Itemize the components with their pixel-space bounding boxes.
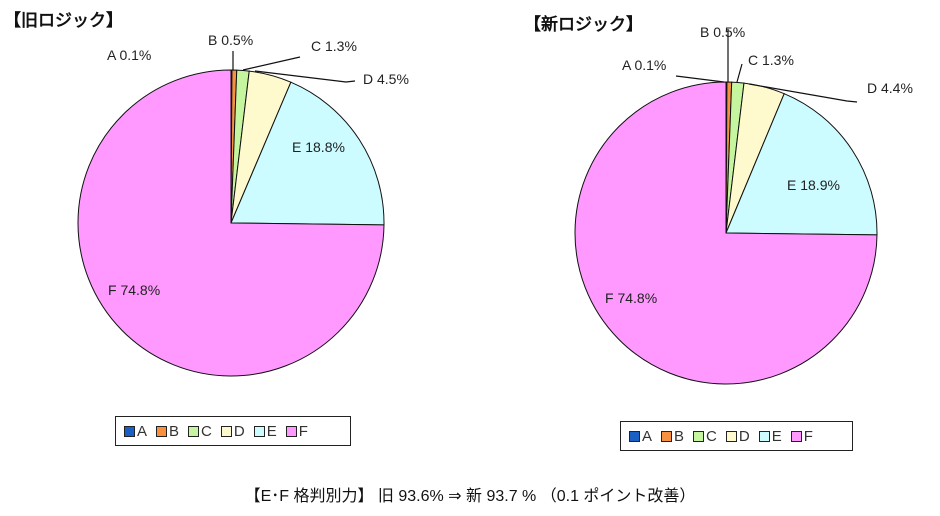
left-chart-title: 【旧ロジック】: [4, 11, 123, 30]
legend-item-f: F: [285, 423, 308, 440]
legend-item-c: C: [188, 423, 212, 440]
swatch-b-icon: [156, 425, 168, 437]
left-label-f: F 74.8%: [108, 282, 161, 298]
leader-line: [254, 70, 356, 83]
swatch-f-icon: [285, 425, 297, 437]
discrimination-summary: 【E･F 格判別力】 旧 93.6% ⇒ 新 93.7 % （0.1 ポイント改…: [244, 488, 696, 505]
legend-item-d: D: [725, 428, 750, 445]
swatch-e-icon: [758, 430, 770, 442]
legend-item-b: B: [661, 428, 684, 445]
right-legend: A B C D E F: [620, 421, 853, 451]
swatch-e-icon: [253, 425, 265, 437]
pie-slice-e: [230, 81, 385, 226]
left-legend: A B C D E F: [115, 416, 351, 446]
leader-line: [736, 63, 743, 83]
right-chart-title: 【新ロジック】: [524, 15, 643, 34]
right-label-d: D 4.4%: [867, 80, 913, 96]
legend-item-a: A: [124, 423, 147, 440]
left-label-b: B 0.5%: [208, 32, 254, 48]
legend-item-d: D: [220, 423, 245, 440]
pie-slice-f: [77, 69, 385, 377]
legend-item-e: E: [758, 428, 782, 445]
pie-slice-e: [725, 93, 878, 236]
right-label-e: E 18.9%: [787, 177, 840, 193]
legend-item-a: A: [629, 428, 652, 445]
leader-line: [242, 56, 301, 71]
legend-item-e: E: [253, 423, 277, 440]
left-label-e: E 18.8%: [292, 139, 345, 155]
right-label-a: A 0.1%: [622, 57, 667, 73]
swatch-c-icon: [188, 425, 200, 437]
swatch-f-icon: [790, 430, 802, 442]
right-label-f: F 74.8%: [605, 290, 658, 306]
swatch-a-icon: [124, 425, 135, 437]
legend-item-c: C: [693, 428, 717, 445]
left-label-d: D 4.5%: [363, 71, 409, 87]
swatch-a-icon: [629, 430, 640, 442]
left-label-a: A 0.1%: [107, 47, 152, 63]
legend-item-b: B: [156, 423, 179, 440]
legend-item-f: F: [790, 428, 813, 445]
swatch-b-icon: [661, 430, 673, 442]
pie-slice-f: [574, 81, 878, 385]
right-label-b: B 0.5%: [700, 24, 746, 40]
left-label-c: C 1.3%: [311, 38, 357, 54]
swatch-d-icon: [725, 430, 737, 442]
leader-line: [675, 75, 725, 83]
swatch-d-icon: [220, 425, 232, 437]
leader-line: [748, 83, 858, 103]
swatch-c-icon: [693, 430, 705, 442]
right-label-c: C 1.3%: [748, 52, 794, 68]
